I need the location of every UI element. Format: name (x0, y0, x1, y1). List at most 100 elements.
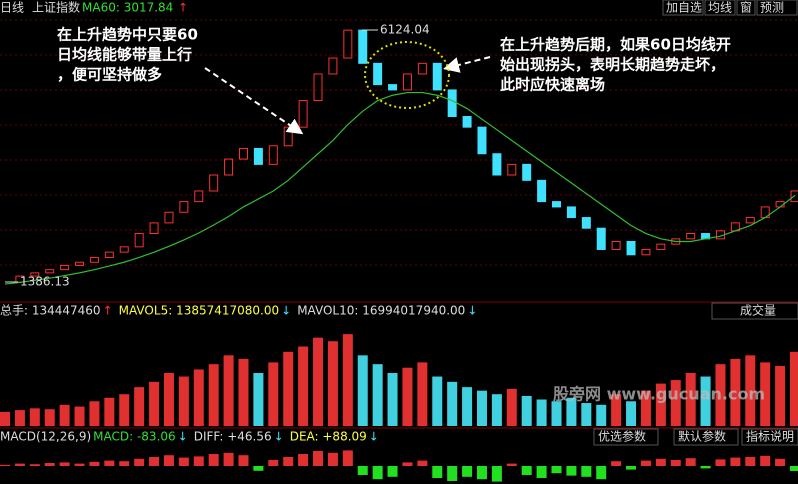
volume-bar (163, 373, 174, 426)
period: 日线 (0, 1, 24, 15)
volume-bar (208, 364, 219, 426)
candle (537, 179, 547, 203)
grid (0, 19, 798, 266)
macd-bar (700, 466, 711, 469)
candle (790, 190, 798, 203)
button-frame[interactable] (593, 428, 659, 446)
macd-bar (521, 466, 532, 475)
macd-bar (14, 463, 25, 466)
macd-bar (447, 466, 458, 481)
indicator-header: 总手: 134447460 (0, 304, 101, 318)
button[interactable]: 均线 (708, 1, 732, 15)
volume-bar (417, 362, 428, 426)
annotation: 在上升趋势中只要60 (57, 26, 198, 44)
indicator-header: ↓ (369, 430, 379, 444)
annotation: 在上升趋势后期，如果60日均线开 (500, 36, 731, 54)
macd-bar (775, 458, 786, 466)
button-frame[interactable] (711, 302, 798, 320)
candle (134, 233, 144, 248)
macd-bar (417, 460, 428, 466)
candle (45, 269, 55, 274)
macd-bar (223, 452, 234, 466)
volume-bar (327, 341, 338, 426)
candle (238, 147, 248, 160)
annotation: 此时应快速离场 (500, 76, 605, 94)
candle (179, 201, 189, 213)
macd-bar (119, 461, 130, 466)
macd-button[interactable]: 优选参数 (598, 429, 646, 444)
macd-bar (760, 455, 771, 466)
volume-bar (387, 373, 398, 426)
button[interactable]: 预测 (760, 1, 784, 15)
volume-bar (29, 408, 40, 426)
volume-bar (626, 401, 637, 426)
button-frame[interactable] (736, 0, 756, 16)
button-frame[interactable] (741, 428, 798, 446)
volume-bar (342, 334, 353, 426)
volume-bar (432, 376, 443, 426)
macd-bar (655, 458, 666, 466)
volume-bar (223, 355, 234, 426)
macd-button[interactable]: 默认参数 (678, 429, 726, 444)
arrow (443, 56, 491, 73)
macd-bar (104, 460, 115, 466)
volume-bar (59, 404, 70, 426)
volume-bar (566, 397, 577, 426)
candle (686, 233, 696, 240)
macd-bar (387, 466, 398, 477)
candle (298, 100, 308, 128)
top-bar (0, 0, 798, 16)
button[interactable]: 加自选 (666, 1, 702, 15)
button-frame[interactable] (756, 0, 798, 16)
candle (343, 29, 353, 59)
macd-bar (462, 466, 473, 477)
candle (358, 29, 368, 64)
candle (462, 116, 472, 128)
candle (507, 163, 517, 176)
annotation: ，便可坚持做多 (57, 66, 162, 84)
candle (268, 145, 278, 165)
macd-bar (238, 455, 249, 466)
macd-bar (476, 466, 487, 480)
indicator-header: MAVOL10: 16994017940.00 (297, 304, 465, 318)
candle (552, 201, 562, 208)
macd-bar (59, 462, 70, 466)
candle (611, 240, 621, 250)
macd-bar (551, 466, 562, 474)
macd-bar (163, 455, 174, 466)
volume-bar (14, 410, 25, 426)
candle (253, 147, 263, 165)
indicator-header: MACD(12,26,9) (0, 430, 91, 444)
volume-bar (104, 397, 115, 426)
volume-bar (596, 404, 607, 426)
macd-bar (89, 461, 100, 466)
macd-bar (253, 466, 264, 471)
indicator-headers: 总手: 134447460 ↑ MAVOL5: 13857417080.00 ↓ MAV… (0, 304, 477, 444)
candle (626, 240, 636, 256)
volume-bar (551, 401, 562, 426)
volume-bar (775, 365, 786, 426)
macd-bar (536, 466, 547, 478)
button-frame[interactable] (673, 428, 739, 446)
candle (313, 73, 323, 102)
button-frame[interactable] (704, 0, 736, 16)
arrow (204, 67, 304, 135)
macd-bar (670, 460, 681, 466)
volume-button[interactable]: 成交量 (740, 303, 776, 318)
button[interactable]: 窗 (740, 1, 752, 15)
macd-bar (372, 466, 383, 480)
macd-bar (193, 456, 204, 466)
macd-bar (790, 466, 798, 471)
macd-button[interactable]: 指标说明 (746, 429, 794, 444)
macd-bar (327, 452, 338, 466)
indicator-header: ↓ (274, 430, 284, 444)
button-frame[interactable] (662, 0, 704, 16)
watermark: 股旁网 www.gucuan.com (553, 385, 765, 404)
volume-bar (89, 401, 100, 426)
indicator-header: ↓ (281, 304, 291, 318)
volume-bar (149, 381, 160, 426)
candle (89, 256, 99, 263)
macd-bar (611, 461, 622, 466)
